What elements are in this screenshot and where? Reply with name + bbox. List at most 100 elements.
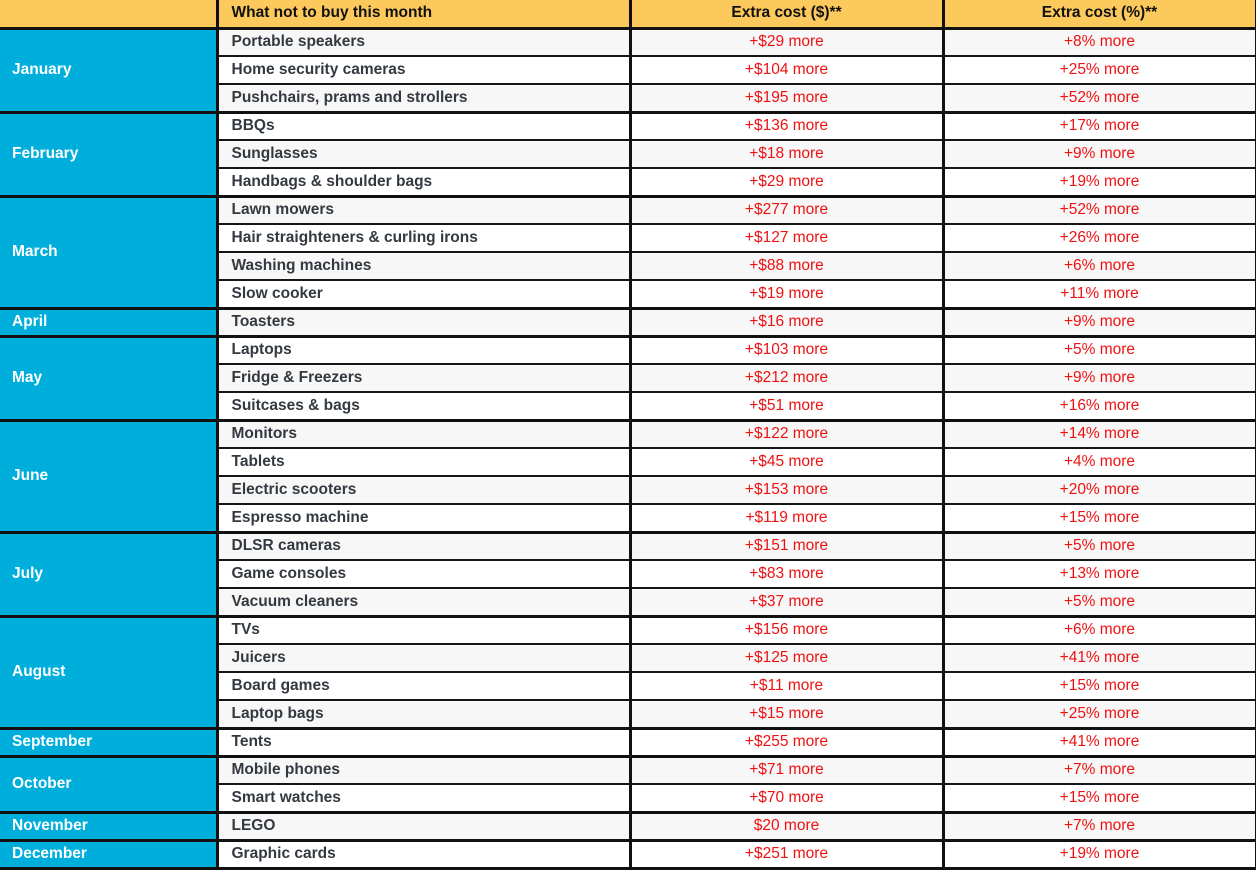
extra-cost-dollar-cell: +$19 more xyxy=(630,279,945,308)
extra-cost-percent-cell: +14% more xyxy=(943,418,1256,448)
extra-cost-dollar-cell: +$277 more xyxy=(630,194,945,224)
product-cell: Tents xyxy=(217,726,632,756)
month-cell: January xyxy=(0,26,219,114)
product-cell: LEGO xyxy=(217,810,632,840)
product-cell: Washing machines xyxy=(217,251,632,280)
month-cell: June xyxy=(0,418,219,534)
month-cell: October xyxy=(0,754,219,814)
product-column-header: What not to buy this month xyxy=(215,0,632,30)
extra-cost-percent-cell: +13% more xyxy=(943,559,1256,588)
extra-cost-percent-cell: +7% more xyxy=(943,754,1256,784)
product-cell: Suitcases & bags xyxy=(217,391,632,420)
month-cell: November xyxy=(0,810,219,842)
extra-cost-percent-header: Extra cost (%)** xyxy=(943,0,1256,30)
extra-cost-percent-cell: +26% more xyxy=(943,223,1256,252)
extra-cost-percent-cell: +15% more xyxy=(943,783,1256,812)
extra-cost-percent-cell: +41% more xyxy=(943,726,1256,756)
month-cell: August xyxy=(0,614,219,730)
product-cell: Laptops xyxy=(217,334,632,364)
extra-cost-dollar-cell: +$71 more xyxy=(630,754,945,784)
table-row: Smart watches +$70 more +15% more xyxy=(0,783,1256,812)
month-cell: February xyxy=(0,110,219,198)
product-cell: Game consoles xyxy=(217,559,632,588)
table-row: Hair straighteners & curling irons +$127 … xyxy=(0,223,1256,252)
month-cell: July xyxy=(0,530,219,618)
product-cell: TVs xyxy=(217,614,632,644)
header-row: What not to buy this month Extra cost ($… xyxy=(0,0,1256,30)
extra-cost-dollar-cell: +$103 more xyxy=(630,334,945,364)
table-body: January Portable speakers +$29 more +8% mor… xyxy=(0,26,1256,870)
extra-cost-dollar-cell: +$29 more xyxy=(630,167,945,196)
table-row: Handbags & shoulder bags +$29 more +19% mo… xyxy=(0,167,1256,196)
extra-cost-percent-cell: +11% more xyxy=(943,279,1256,308)
table-row: May Laptops +$103 more +5% more xyxy=(0,334,1256,422)
extra-cost-percent-cell: +25% more xyxy=(943,55,1256,84)
extra-cost-percent-cell: +15% more xyxy=(943,671,1256,700)
extra-cost-percent-cell: +17% more xyxy=(943,110,1256,140)
product-cell: Slow cooker xyxy=(217,279,632,308)
table-row: April Toasters +$16 more +9% more xyxy=(0,306,1256,338)
extra-cost-dollar-cell: +$15 more xyxy=(630,699,945,728)
product-cell: Mobile phones xyxy=(217,754,632,784)
extra-cost-dollar-cell: +$251 more xyxy=(630,838,945,868)
table-row: November LEGO $20 more +7% more xyxy=(0,810,1256,842)
extra-cost-percent-cell: +16% more xyxy=(943,391,1256,420)
product-cell: Vacuum cleaners xyxy=(217,587,632,616)
month-cell: September xyxy=(0,726,219,758)
extra-cost-dollar-cell: +$88 more xyxy=(630,251,945,280)
table-row: Slow cooker +$19 more +11% more xyxy=(0,279,1256,308)
table-row: February BBQs +$136 more +17% more xyxy=(0,110,1256,198)
table-row: Washing machines +$88 more +6% more xyxy=(0,251,1256,280)
table-row: Fridge & Freezers +$212 more +9% more xyxy=(0,363,1256,392)
extra-cost-percent-cell: +4% more xyxy=(943,447,1256,476)
table-row: Board games +$11 more +15% more xyxy=(0,671,1256,700)
table-row: Suitcases & bags +$51 more +16% more xyxy=(0,391,1256,420)
product-cell: Hair straighteners & curling irons xyxy=(217,223,632,252)
product-cell: Toasters xyxy=(217,306,632,336)
product-cell: Electric scooters xyxy=(217,475,632,504)
product-cell: Smart watches xyxy=(217,783,632,812)
table-row: January Portable speakers +$29 more +8% mor… xyxy=(0,26,1256,114)
table-row: July DLSR cameras +$151 more +5% more xyxy=(0,530,1256,618)
product-cell: Monitors xyxy=(217,418,632,448)
extra-cost-dollar-cell: +$70 more xyxy=(630,783,945,812)
extra-cost-dollar-cell: +$212 more xyxy=(630,363,945,392)
extra-cost-dollar-cell: +$29 more xyxy=(630,26,945,56)
extra-cost-percent-cell: +5% more xyxy=(943,530,1256,560)
month-cell: May xyxy=(0,334,219,422)
extra-cost-percent-cell: +25% more xyxy=(943,699,1256,728)
table-row: August TVs +$156 more +6% more xyxy=(0,614,1256,730)
table-row: March Lawn mowers +$277 more +52% more xyxy=(0,194,1256,310)
table-row: Pushchairs, prams and strollers +$195 mor… xyxy=(0,83,1256,112)
product-cell: Laptop bags xyxy=(217,699,632,728)
product-cell: Board games xyxy=(217,671,632,700)
extra-cost-percent-cell: +7% more xyxy=(943,810,1256,840)
extra-cost-dollar-cell: +$195 more xyxy=(630,83,945,112)
extra-cost-dollar-cell: +$51 more xyxy=(630,391,945,420)
product-cell: DLSR cameras xyxy=(217,530,632,560)
product-cell: BBQs xyxy=(217,110,632,140)
table-row: December Graphic cards +$251 more +19% more xyxy=(0,838,1256,870)
table-row: Juicers +$125 more +41% more xyxy=(0,643,1256,672)
product-cell: Lawn mowers xyxy=(217,194,632,224)
product-cell: Juicers xyxy=(217,643,632,672)
product-cell: Portable speakers xyxy=(217,26,632,56)
extra-cost-percent-cell: +6% more xyxy=(943,614,1256,644)
table-row: June Monitors +$122 more +14% more xyxy=(0,418,1256,534)
product-cell: Home security cameras xyxy=(217,55,632,84)
extra-cost-dollar-cell: +$153 more xyxy=(630,475,945,504)
product-cell: Fridge & Freezers xyxy=(217,363,632,392)
extra-cost-dollar-cell: +$45 more xyxy=(630,447,945,476)
extra-cost-percent-cell: +9% more xyxy=(943,306,1256,336)
extra-cost-percent-cell: +52% more xyxy=(943,83,1256,112)
extra-cost-percent-cell: +9% more xyxy=(943,139,1256,168)
product-cell: Handbags & shoulder bags xyxy=(217,167,632,196)
extra-cost-dollar-header: Extra cost ($)** xyxy=(630,0,945,30)
extra-cost-dollar-cell: $20 more xyxy=(630,810,945,840)
extra-cost-dollar-cell: +$37 more xyxy=(630,587,945,616)
table-row: Espresso machine +$119 more +15% more xyxy=(0,503,1256,532)
extra-cost-percent-cell: +19% more xyxy=(943,167,1256,196)
extra-cost-percent-cell: +5% more xyxy=(943,587,1256,616)
extra-cost-percent-cell: +19% more xyxy=(943,838,1256,868)
